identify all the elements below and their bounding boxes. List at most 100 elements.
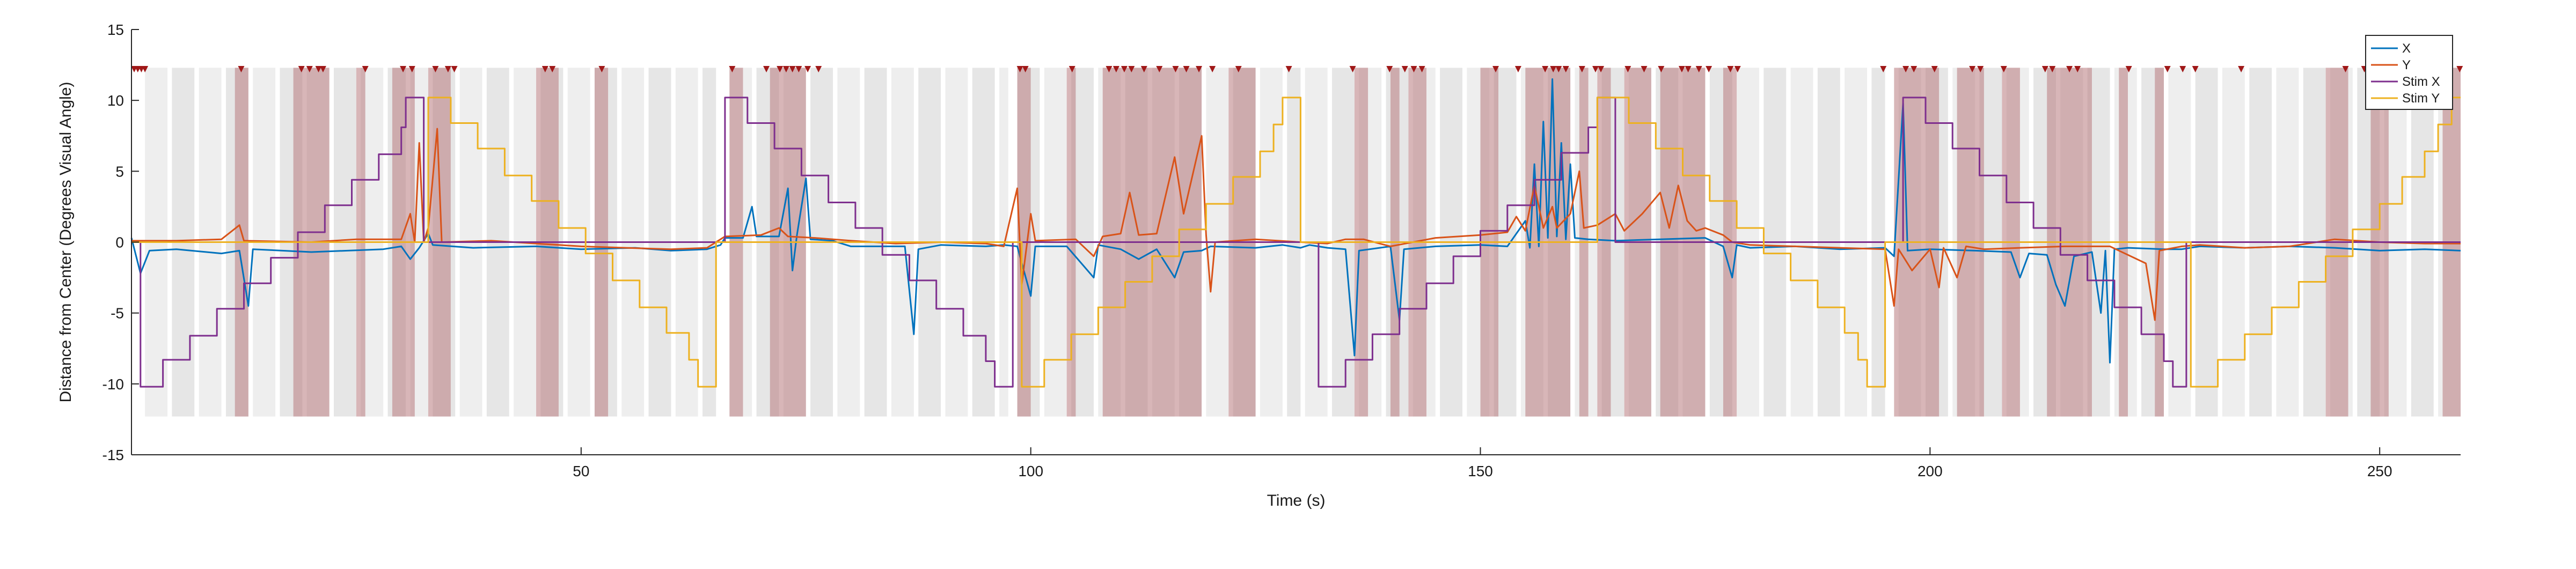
- event-marker: [1977, 66, 1984, 73]
- highlight-band: [1597, 68, 1611, 417]
- event-marker: [1410, 66, 1417, 73]
- event-marker: [2000, 66, 2007, 73]
- y-tick-label: 5: [115, 163, 124, 180]
- event-marker: [1880, 66, 1887, 73]
- event-marker: [1542, 66, 1549, 73]
- y-axis-label: Distance from Center (Degrees Visual Ang…: [57, 82, 75, 402]
- y-tick-label: -10: [103, 376, 124, 393]
- x-tick-label: 100: [1018, 463, 1043, 479]
- event-marker: [1106, 66, 1113, 73]
- event-marker: [1386, 66, 1393, 73]
- event-marker: [549, 66, 556, 73]
- legend-label: Y: [2402, 58, 2411, 72]
- event-marker: [1156, 66, 1163, 73]
- event-marker: [1022, 66, 1029, 73]
- event-marker: [1113, 66, 1119, 73]
- event-marker: [1140, 66, 1147, 73]
- y-tick-label: 10: [107, 92, 124, 109]
- event-marker: [1069, 66, 1075, 73]
- event-marker: [1592, 66, 1599, 73]
- event-marker: [1902, 66, 1909, 73]
- event-marker: [1172, 66, 1179, 73]
- event-marker: [1685, 66, 1692, 73]
- series-line-stim-x: [131, 97, 2461, 388]
- event-marker: [777, 66, 784, 73]
- series-line-x: [130, 78, 2461, 364]
- event-marker: [1734, 66, 1741, 73]
- event-marker: [1555, 66, 1562, 73]
- event-marker: [2192, 66, 2199, 73]
- legend-label: Stim Y: [2402, 91, 2440, 106]
- series-lines: [130, 78, 2461, 388]
- legend-label: X: [2402, 41, 2411, 56]
- event-marker: [1209, 66, 1216, 73]
- event-marker: [2049, 66, 2056, 73]
- event-marker: [362, 66, 369, 73]
- event-marker: [2125, 66, 2132, 73]
- event-marker: [1121, 66, 1128, 73]
- event-marker: [400, 66, 407, 73]
- event-marker: [541, 66, 548, 73]
- event-marker: [1349, 66, 1356, 73]
- series-line-y: [131, 128, 2461, 321]
- event-marker: [1401, 66, 1408, 73]
- event-marker: [2456, 66, 2463, 73]
- event-marker: [315, 66, 322, 73]
- event-marker: [1706, 66, 1713, 73]
- series-line-stim-y: [131, 97, 2461, 388]
- x-tick-label: 50: [573, 463, 589, 479]
- x-tick-label: 250: [2367, 463, 2392, 479]
- event-marker: [1678, 66, 1685, 73]
- event-marker: [142, 66, 149, 73]
- event-marker: [1418, 66, 1425, 73]
- legend-label: Stim X: [2402, 75, 2440, 89]
- event-marker: [1695, 66, 1702, 73]
- y-ticks: -15 -10 -5 0 5 10 15: [103, 21, 139, 463]
- event-marker: [1285, 66, 1292, 73]
- event-marker: [1492, 66, 1499, 73]
- event-marker: [1641, 66, 1648, 73]
- event-marker: [1514, 66, 1521, 73]
- event-marker: [1969, 66, 1976, 73]
- y-tick-label: 0: [115, 234, 124, 251]
- event-marker: [2238, 66, 2245, 73]
- y-tick-label: 15: [107, 21, 124, 38]
- event-marker: [306, 66, 313, 73]
- event-marker: [2179, 66, 2186, 73]
- event-marker: [2074, 66, 2081, 73]
- event-marker: [1931, 66, 1938, 73]
- x-tick-label: 150: [1468, 463, 1493, 479]
- event-marker: [1562, 66, 1569, 73]
- event-marker: [2041, 66, 2048, 73]
- event-marker: [789, 66, 796, 73]
- event-marker: [1128, 66, 1135, 73]
- event-marker: [408, 66, 415, 73]
- event-marker: [1658, 66, 1665, 73]
- event-marker: [1235, 66, 1242, 73]
- event-markers: [131, 66, 2463, 73]
- event-marker: [1550, 66, 1557, 73]
- event-marker: [804, 66, 811, 73]
- y-tick-label: -5: [111, 305, 124, 322]
- event-marker: [815, 66, 822, 73]
- event-marker: [598, 66, 605, 73]
- y-tick-label: -15: [103, 447, 124, 463]
- event-marker: [1911, 66, 1918, 73]
- event-marker: [432, 66, 439, 73]
- event-marker: [2342, 66, 2349, 73]
- event-marker: [444, 66, 451, 73]
- event-marker: [238, 66, 245, 73]
- event-marker: [1016, 66, 1023, 73]
- event-marker: [1598, 66, 1605, 73]
- x-ticks: 50 100 150 200 250: [573, 447, 2392, 479]
- event-marker: [729, 66, 736, 73]
- event-marker: [2164, 66, 2171, 73]
- x-axis-label: Time (s): [1267, 492, 1326, 509]
- legend: XY Stim X Stim Y: [2365, 35, 2453, 110]
- event-marker: [763, 66, 770, 73]
- event-marker: [298, 66, 305, 73]
- axes: 50 100 150 200 250 -15 -10 -5 0 5 10 15 Time (s) D…: [57, 21, 2461, 509]
- event-marker: [782, 66, 789, 73]
- x-tick-label: 200: [1918, 463, 1943, 479]
